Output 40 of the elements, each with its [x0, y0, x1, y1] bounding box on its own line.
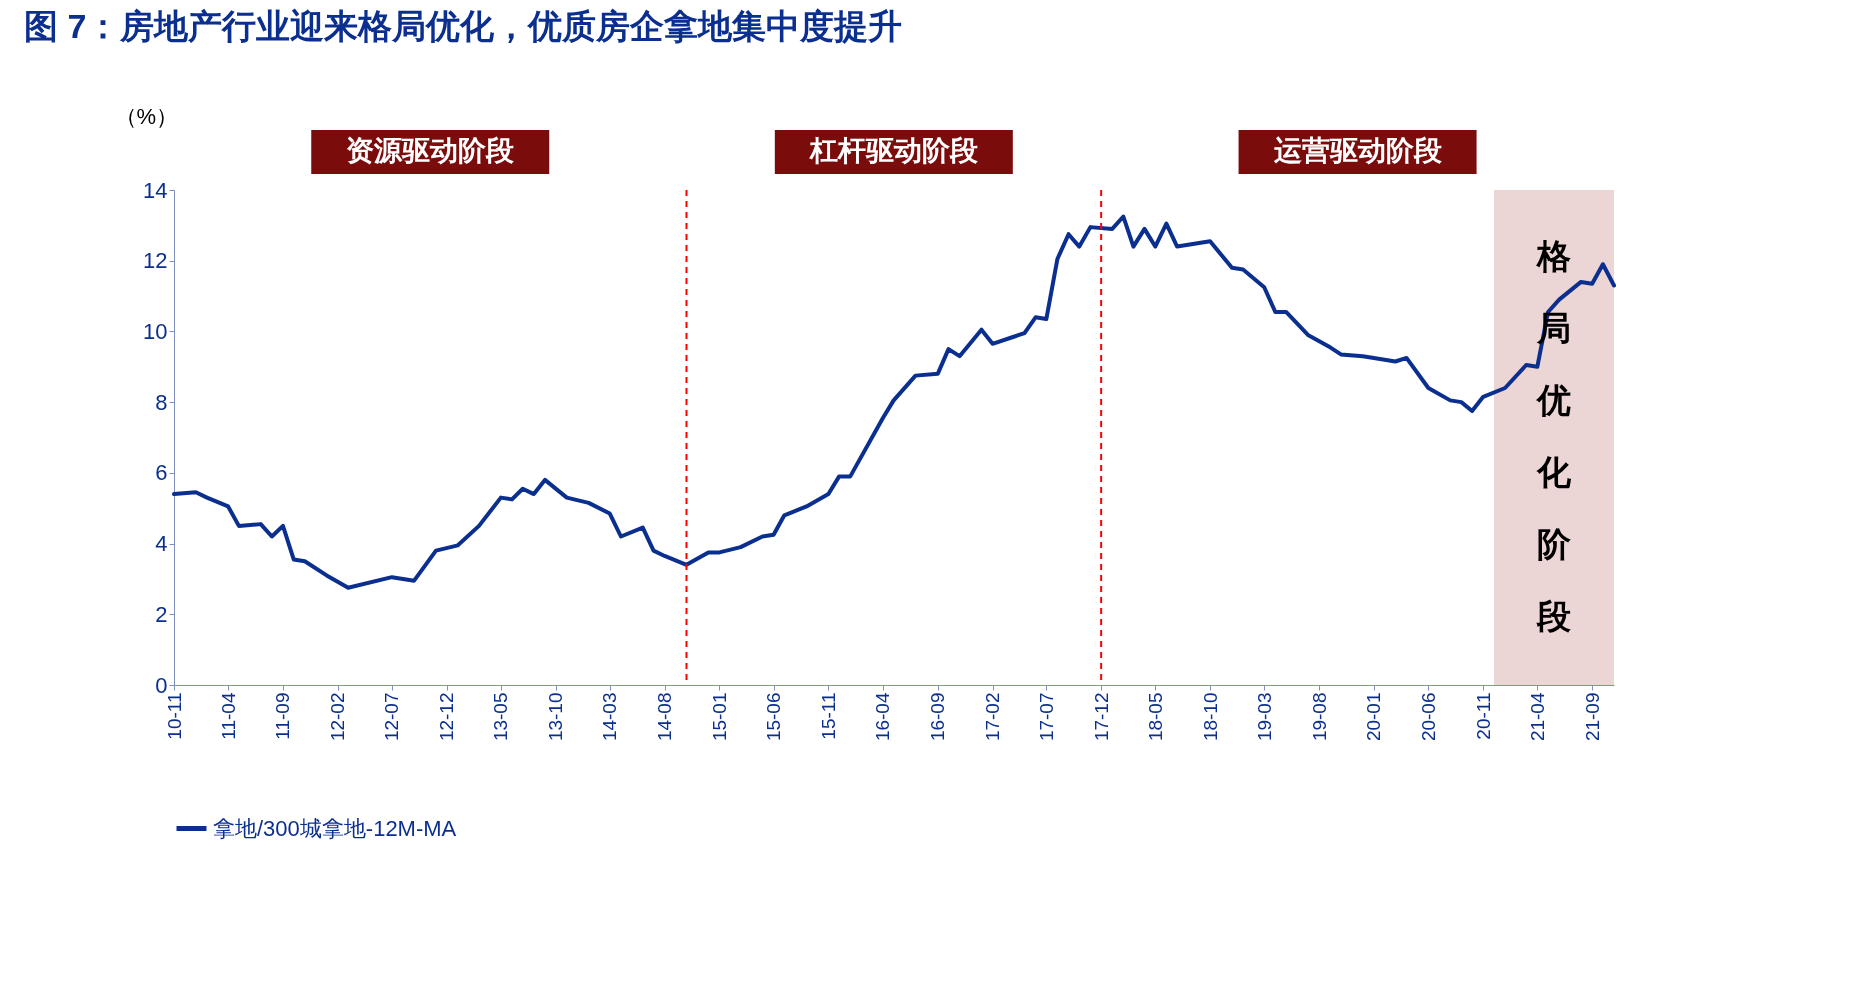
x-tick-label: 17-12 [1090, 692, 1112, 742]
x-tick-label: 19-03 [1253, 692, 1275, 742]
x-tick-label: 18-05 [1144, 692, 1166, 742]
text: 运营驱动阶段 [1272, 135, 1443, 166]
x-tick-label: 15-06 [763, 692, 785, 742]
x-tick-label: 15-11 [817, 692, 839, 740]
y-tick-label: 8 [155, 389, 168, 415]
x-tick-label: 14-08 [654, 692, 676, 742]
x-tick-label: 20-01 [1363, 692, 1385, 742]
x-tick-label: 13-10 [545, 692, 567, 742]
chart-title: 图 7：房地产行业迎来格局优化，优质房企拿地集中度提升 [24, 7, 903, 45]
y-tick-label: 2 [155, 601, 168, 627]
x-tick-label: 14-03 [599, 692, 621, 742]
x-tick-label: 13-05 [490, 692, 512, 742]
x-tick-label: 18-10 [1199, 692, 1221, 742]
y-tick-label: 6 [155, 460, 168, 486]
x-tick-label: 17-02 [982, 692, 1004, 742]
y-tick-label: 10 [143, 318, 168, 344]
y-tick-label: 4 [155, 531, 168, 557]
x-tick-label: 12-02 [327, 692, 349, 742]
x-tick-label: 17-07 [1035, 692, 1057, 742]
legend-label: 拿地/300城拿地-12M-MA [213, 815, 457, 841]
x-tick-label: 16-04 [872, 692, 894, 742]
y-tick-label: 12 [143, 248, 168, 274]
x-tick-label: 20-06 [1417, 692, 1439, 742]
x-tick-label: 11-04 [217, 692, 239, 740]
x-tick-label: 15-01 [708, 692, 730, 742]
x-tick-label: 12-12 [436, 692, 458, 742]
text: 杠杆驱动阶段 [808, 135, 979, 166]
x-tick-label: 16-09 [927, 692, 949, 742]
x-tick-label: 21-04 [1526, 692, 1548, 742]
y-axis-title: （%） [114, 103, 179, 129]
x-tick-label: 12-07 [381, 692, 403, 742]
x-tick-label: 20-11 [1472, 692, 1494, 740]
x-tick-label: 19-08 [1308, 692, 1330, 742]
x-tick-label: 21-09 [1581, 692, 1603, 742]
text: 资源驱动阶段 [346, 135, 516, 166]
line-series [172, 214, 1616, 590]
x-tick-label: 11-09 [272, 692, 294, 740]
y-tick-label: 14 [143, 177, 168, 203]
